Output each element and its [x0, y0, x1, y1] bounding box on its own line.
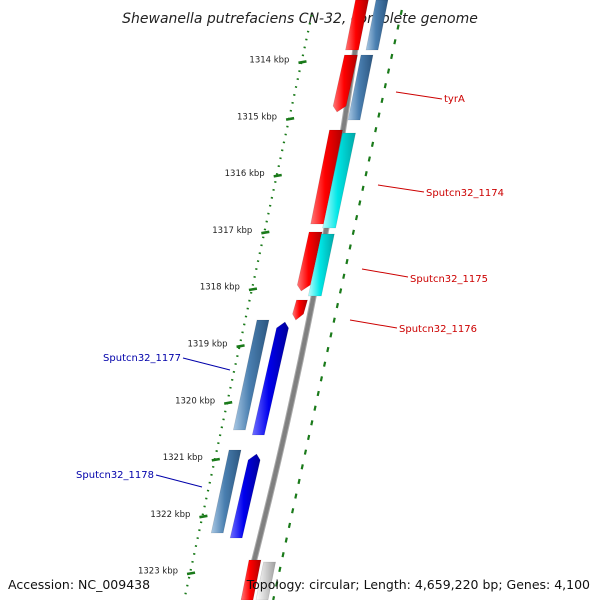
tick-mark — [199, 514, 208, 519]
backbone-track — [240, 0, 365, 600]
tick-label: 1315 kbp — [237, 112, 277, 122]
forward-cds-sputcn32-1174 — [322, 132, 356, 229]
forward-cds-block — [365, 0, 389, 51]
tick-track: 1314 kbp 1315 kbp 1316 kbp 1317 kbp 1318 kbp… — [138, 9, 403, 600]
gene-label-tyra: tyrA — [444, 94, 465, 105]
gene-label-leader — [361, 268, 409, 278]
gene-label-leader — [395, 91, 443, 100]
gene-label-sputcn32-1175: Sputcn32_1175 — [410, 274, 488, 285]
scale-dashed-line — [272, 9, 403, 600]
tick-label: 1319 kbp — [187, 340, 227, 350]
forward-cds-bottom — [255, 561, 276, 600]
gene-label-leader — [155, 474, 203, 488]
tick-mark — [223, 400, 233, 405]
forward-gene-sputcn32-1176 — [292, 299, 308, 321]
tick-label: 1322 kbp — [150, 510, 190, 520]
tick-mark — [273, 173, 282, 178]
genome-backbone — [241, 0, 364, 600]
tick-mark — [248, 287, 258, 292]
gene-label-leader — [377, 184, 425, 193]
accession-text: Accession: NC_009438 — [8, 577, 151, 592]
reverse-cds-sputcn32-1178 — [210, 449, 242, 534]
forward-gene-bottom — [240, 559, 262, 600]
forward-cds-sputcn32-1175 — [307, 233, 335, 297]
forward-gene-block — [345, 0, 369, 51]
reverse-cds-sputcn32-1177 — [232, 319, 270, 431]
forward-gene-tyra — [332, 54, 358, 113]
tick-mark — [186, 571, 196, 576]
gene-label-sputcn32-1177: Sputcn32_1177 — [103, 353, 181, 364]
genome-summary-text: Topology: circular; Length: 4,659,220 bp… — [246, 577, 590, 592]
gene-label-sputcn32-1178: Sputcn32_1178 — [76, 470, 154, 481]
tick-mark — [261, 230, 270, 235]
gene-label-sputcn32-1174: Sputcn32_1174 — [426, 188, 504, 199]
figure-title: Shewanella putrefaciens CN-32, complete … — [122, 11, 478, 27]
tick-label: 1323 kbp — [138, 567, 178, 577]
gene-label-sputcn32-1176: Sputcn32_1176 — [399, 324, 477, 335]
tick-label: 1320 kbp — [175, 396, 215, 406]
tick-label: 1317 kbp — [212, 226, 252, 236]
forward-cds-tyra — [347, 54, 374, 121]
tick-mark — [211, 457, 221, 462]
gene-label-layer: tyrA Sputcn32_1174 Sputcn32_1175 Sputcn32_1… — [76, 91, 504, 488]
tick-mark — [298, 60, 307, 65]
reverse-gene-sputcn32-1177 — [251, 321, 289, 436]
tick-label: 1314 kbp — [249, 56, 289, 66]
reverse-gene-sputcn32-1178 — [229, 453, 261, 539]
tick-mark — [285, 116, 295, 121]
tick-label: 1318 kbp — [200, 283, 240, 293]
tick-label: 1316 kbp — [225, 169, 265, 179]
forward-gene-sputcn32-1175 — [296, 231, 323, 292]
tick-mark — [236, 344, 245, 349]
gene-track — [210, 0, 389, 600]
tick-label: 1321 kbp — [163, 453, 203, 463]
gene-label-leader — [182, 357, 231, 371]
gene-label-leader — [349, 319, 398, 329]
